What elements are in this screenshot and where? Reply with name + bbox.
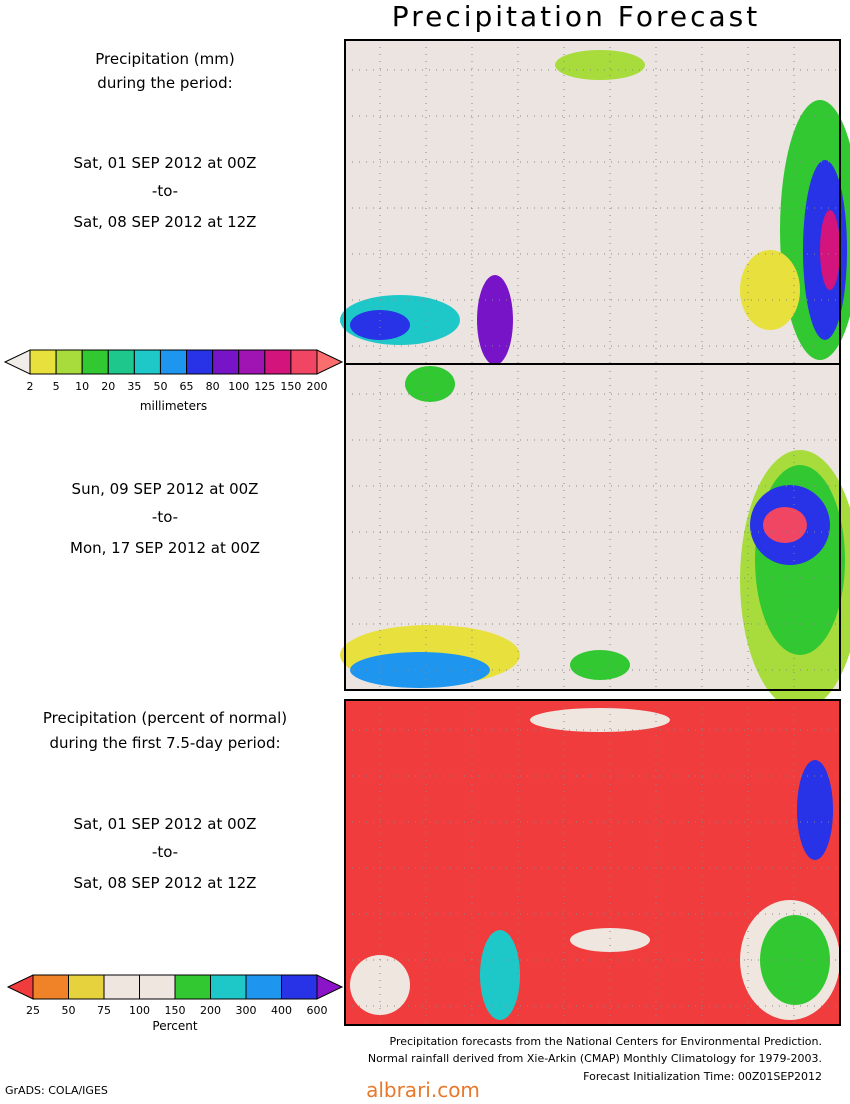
- map-frame: [344, 39, 841, 1026]
- colorbar-arrow: [316, 349, 344, 375]
- colorbar-box: [210, 974, 247, 1000]
- map-panel: [340, 364, 850, 710]
- footer-note: Forecast Initialization Time: 00Z01SEP20…: [583, 1070, 822, 1083]
- colorbar-box: [107, 349, 135, 375]
- colorbar-arrow: [316, 974, 344, 1000]
- colorbar-label: 75: [97, 1004, 111, 1017]
- colorbar-label: 50: [153, 380, 167, 393]
- colorbar-label: 300: [236, 1004, 257, 1017]
- colorbar-box: [245, 974, 282, 1000]
- colorbar-label: 25: [26, 1004, 40, 1017]
- footer-note: Normal rainfall derived from Xie-Arkin (…: [368, 1052, 822, 1065]
- map-grid: [345, 40, 840, 1025]
- colorbar-box: [81, 349, 109, 375]
- period-sep: -to-: [152, 843, 178, 861]
- colorbar-box: [55, 349, 83, 375]
- colorbar: 25 50 75 100 150 200 300 400 600 Percent: [6, 974, 344, 1033]
- colorbar-label: 200: [307, 380, 328, 393]
- colorbar-box: [238, 349, 266, 375]
- colorbar-label: 600: [307, 1004, 328, 1017]
- colorbar-box: [186, 349, 214, 375]
- colorbar-box: [29, 349, 57, 375]
- colorbar-box: [174, 974, 211, 1000]
- colorbar-box: [212, 349, 240, 375]
- colorbar-label: 65: [180, 380, 194, 393]
- period-end: Mon, 17 SEP 2012 at 00Z: [70, 539, 260, 557]
- colorbar-unit: millimeters: [140, 399, 207, 413]
- page-title: Precipitation Forecast: [392, 0, 760, 33]
- colorbar-label: 150: [280, 380, 301, 393]
- period-sep: -to-: [152, 182, 178, 200]
- colorbar-label: 35: [127, 380, 141, 393]
- colorbar-arrow: [6, 974, 34, 1000]
- map-panel: [340, 40, 850, 365]
- period-start: Sun, 09 SEP 2012 at 00Z: [72, 480, 259, 498]
- colorbar-label: 100: [129, 1004, 150, 1017]
- period-sep: -to-: [152, 508, 178, 526]
- colorbar-box: [32, 974, 69, 1000]
- credit: GrADS: COLA/IGES: [5, 1084, 108, 1097]
- panel-heading: during the first 7.5-day period:: [49, 734, 280, 752]
- colorbar-label: 200: [200, 1004, 221, 1017]
- period-end: Sat, 08 SEP 2012 at 12Z: [74, 213, 257, 231]
- colorbar-box: [264, 349, 292, 375]
- colorbar-label: 20: [101, 380, 115, 393]
- colorbar-label: 100: [228, 380, 249, 393]
- period-start: Sat, 01 SEP 2012 at 00Z: [74, 815, 257, 833]
- colorbar-box: [281, 974, 318, 1000]
- footer-note: Precipitation forecasts from the Nationa…: [390, 1035, 823, 1048]
- period-end: Sat, 08 SEP 2012 at 12Z: [74, 874, 257, 892]
- colorbar-box: [139, 974, 176, 1000]
- colorbar-label: 400: [271, 1004, 292, 1017]
- watermark: albrari.com: [366, 1078, 480, 1100]
- period-start: Sat, 01 SEP 2012 at 00Z: [74, 154, 257, 172]
- colorbar-label: 80: [206, 380, 220, 393]
- panel-heading: Precipitation (mm): [95, 50, 234, 68]
- map-panel: [345, 700, 840, 1025]
- colorbar-label: 10: [75, 380, 89, 393]
- colorbar-label: 150: [165, 1004, 186, 1017]
- colorbar-box: [290, 349, 318, 375]
- colorbar-label: 2: [27, 380, 34, 393]
- colorbar-box: [133, 349, 161, 375]
- colorbar-box: [103, 974, 140, 1000]
- colorbar-label: 125: [254, 380, 275, 393]
- colorbar-box: [68, 974, 105, 1000]
- panel-heading: Precipitation (percent of normal): [43, 709, 287, 727]
- panel-heading: during the period:: [97, 74, 232, 92]
- colorbar-box: [159, 349, 188, 375]
- colorbar-label: 50: [62, 1004, 76, 1017]
- colorbar-arrow: [3, 349, 31, 375]
- colorbar-unit: Percent: [152, 1019, 197, 1033]
- colorbar: 2 5 10 20 35 50 65 80 100 125 150 200 millimeters: [3, 349, 344, 413]
- colorbar-label: 5: [53, 380, 60, 393]
